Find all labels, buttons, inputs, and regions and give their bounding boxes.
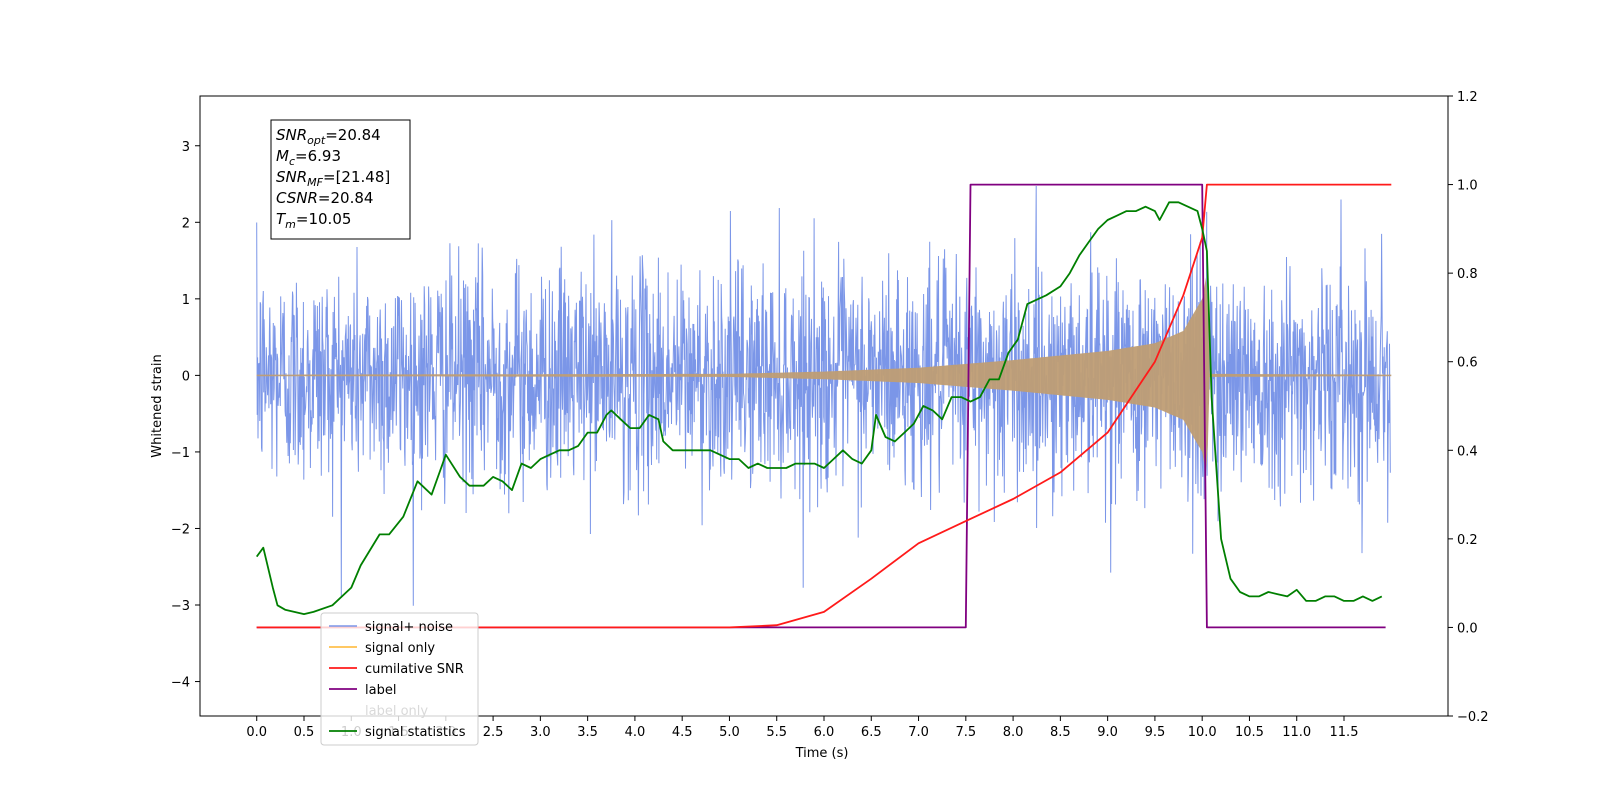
legend-label: cumilative SNR (365, 662, 464, 677)
y-tick-label: 2 (182, 216, 190, 231)
y-tick-label: −3 (171, 599, 190, 614)
y2-tick-label: 0.0 (1457, 621, 1478, 636)
legend-frame (320, 612, 479, 746)
x-tick-label: 11.0 (1282, 725, 1311, 740)
annotation-line: SNRopt=20.84 (276, 126, 381, 147)
x-tick-label: 5.0 (719, 725, 740, 740)
y-tick-label: 3 (182, 140, 190, 155)
series-signal-statistics (255, 201, 1383, 615)
y2-tick-label: 0.2 (1457, 533, 1478, 548)
legend-label: label (365, 683, 396, 698)
y-tick-label: −4 (171, 676, 190, 691)
x-tick-label: 5.5 (766, 725, 787, 740)
annotation-line: CSNR=20.84 (276, 189, 373, 207)
x-tick-label: 3.5 (577, 725, 598, 740)
y-tick-label: −1 (171, 446, 190, 461)
y-axis-label: Whitened strain (150, 354, 165, 457)
legend-label: signal+ noise (365, 620, 453, 635)
x-axis-label: Time (s) (795, 746, 849, 761)
x-tick-label: 2.5 (483, 725, 504, 740)
x-tick-label: 0.5 (294, 725, 315, 740)
annotation-line: Mc=6.93 (276, 147, 341, 168)
x-tick-label: 0.0 (246, 725, 267, 740)
x-tick-label: 7.0 (908, 725, 929, 740)
x-tick-label: 7.5 (955, 725, 976, 740)
annotation-line: Tm=10.05 (276, 210, 351, 231)
y2-tick-label: 1.2 (1457, 90, 1478, 105)
y-tick-label: 0 (182, 369, 190, 384)
x-tick-label: 6.5 (861, 725, 882, 740)
legend-label: signal statistics (365, 725, 466, 740)
series-cumilative-snr (256, 183, 1392, 629)
x-tick-label: 10.0 (1188, 725, 1217, 740)
y-axis-right: −0.2 0.0 0.2 0.4 0.6 0.8 1.0 1.2 (1448, 90, 1489, 725)
y-tick-label: −2 (171, 522, 190, 537)
x-tick-label: 10.5 (1235, 725, 1264, 740)
series-signal-noise (256, 185, 1391, 606)
x-tick-label: 4.5 (672, 725, 693, 740)
legend: signal+ noise signal only cumilative SNR la… (320, 612, 479, 746)
y2-tick-label: −0.2 (1457, 710, 1489, 725)
y2-tick-label: 0.4 (1457, 444, 1478, 459)
legend-label: label only (365, 704, 428, 719)
x-tick-label: 8.5 (1050, 725, 1071, 740)
x-tick-label: 11.5 (1330, 725, 1359, 740)
y2-tick-label: 1.0 (1457, 179, 1478, 194)
x-tick-label: 6.0 (814, 725, 835, 740)
x-tick-label: 8.0 (1003, 725, 1024, 740)
series-label (256, 183, 1386, 629)
y2-tick-label: 0.6 (1457, 356, 1478, 371)
plot-area (255, 183, 1392, 629)
legend-label: signal only (365, 641, 435, 656)
x-tick-label: 9.5 (1145, 725, 1166, 740)
annotation-frame (270, 119, 411, 240)
annotation-box: SNRopt=20.84Mc=6.93SNRMF=[21.48]CSNR=20.… (270, 119, 411, 240)
y-axis-left: −4 −3 −2 −1 0 1 2 3 (171, 140, 200, 691)
series-signal-only (256, 277, 1392, 474)
y2-tick-label: 0.8 (1457, 267, 1478, 282)
y-tick-label: 1 (182, 293, 190, 308)
x-tick-label: 4.0 (625, 725, 646, 740)
x-tick-label: 9.0 (1097, 725, 1118, 740)
x-tick-label: 3.0 (530, 725, 551, 740)
annotation-line: SNRMF=[21.48] (276, 168, 390, 189)
